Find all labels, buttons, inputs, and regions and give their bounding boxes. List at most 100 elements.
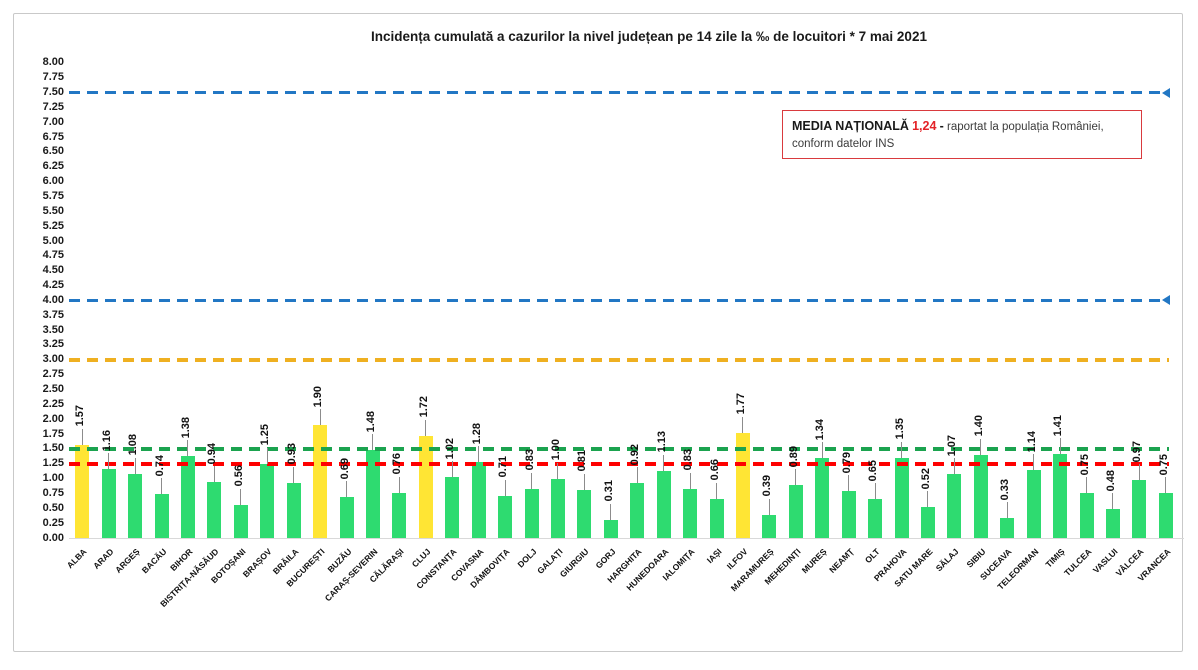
bar-dolj xyxy=(524,488,539,538)
bar-label-leader-line xyxy=(240,488,242,505)
bar-value-label: 0.75 xyxy=(1157,454,1170,476)
bar-value-label: 0.76 xyxy=(391,453,404,475)
y-tick-label: 5.00 xyxy=(42,234,64,247)
bar-label-leader-line xyxy=(1138,464,1140,481)
y-tick-label: 6.50 xyxy=(42,145,64,158)
bar-sălaj xyxy=(947,474,962,538)
bar-value-label: 1.90 xyxy=(312,385,325,408)
y-tick-label: 5.50 xyxy=(42,204,64,217)
bar-bistrița-năsăud xyxy=(207,482,222,538)
bar-sibiu xyxy=(973,454,988,538)
y-tick-label: 1.25 xyxy=(42,457,64,470)
bar-value-label: 0.39 xyxy=(761,475,774,497)
bar-bucurești xyxy=(313,425,328,538)
bar-label-leader-line xyxy=(927,491,929,508)
national-average-label: MEDIA NAȚIONALĂ xyxy=(792,119,909,133)
plot-area: 8.00 7.75 7.50 7.25 7.00 6.75 6.50 6.25 6.00 5.75… xyxy=(14,14,1184,651)
bar-label-leader-line xyxy=(980,438,982,455)
bar-label-leader-line xyxy=(557,462,559,479)
bar-value-label: 1.57 xyxy=(74,405,87,427)
bar-label-leader-line xyxy=(1112,493,1114,510)
bar-label-leader-line xyxy=(398,476,400,493)
bar-value-label: 1.35 xyxy=(893,418,906,440)
bar-alba xyxy=(75,444,90,538)
y-tick-label: 5.75 xyxy=(42,189,64,202)
bar-label-leader-line xyxy=(848,475,850,492)
bar-label-leader-line xyxy=(583,473,585,490)
bar-olt xyxy=(868,499,883,538)
bar-value-label: 0.83 xyxy=(523,449,536,471)
bar-mehedinți xyxy=(788,485,803,538)
y-tick-label: 0.25 xyxy=(42,516,64,529)
national-average-value: 1,24 xyxy=(912,119,937,133)
y-tick-label: 0.50 xyxy=(42,501,64,514)
y-tick-label: 6.00 xyxy=(42,175,64,188)
bar-value-label: 1.00 xyxy=(549,439,562,461)
bar-ilfov xyxy=(735,432,750,538)
bar-value-label: 0.31 xyxy=(602,480,615,502)
bar-label-leader-line xyxy=(1006,502,1008,519)
y-tick-label: 2.25 xyxy=(42,397,64,410)
bar-gorj xyxy=(603,519,618,538)
bar-value-label: 0.81 xyxy=(576,450,589,472)
bar-label-leader-line xyxy=(531,472,532,489)
bar-value-label: 1.14 xyxy=(1025,430,1038,453)
bar-arad xyxy=(101,469,116,538)
bar-constanța xyxy=(445,477,460,538)
bar-label-leader-line xyxy=(1033,454,1035,471)
bar-label-leader-line xyxy=(504,479,506,496)
y-tick-label: 2.00 xyxy=(42,412,64,425)
national-average-description: raportat la populația României, conform … xyxy=(792,121,1104,150)
y-tick-label: 6.75 xyxy=(42,130,64,143)
y-tick-label: 3.25 xyxy=(42,338,64,351)
bar-neamț xyxy=(841,491,856,538)
bar-ialomița xyxy=(683,488,698,538)
bar-value-label: 1.38 xyxy=(179,416,192,439)
bar-value-label: 1.25 xyxy=(259,424,272,446)
bar-label-leader-line xyxy=(161,478,162,495)
bar-label-leader-line xyxy=(636,467,638,484)
bar-label-leader-line xyxy=(1059,438,1061,455)
bar-bihor xyxy=(180,456,195,538)
bar-value-label: 1.08 xyxy=(127,434,140,456)
reference-line-4.00 xyxy=(69,295,1170,306)
bar-argeș xyxy=(128,473,143,538)
bar-tulcea xyxy=(1079,493,1094,538)
bar-giurgiu xyxy=(577,489,592,538)
y-tick-label: 7.25 xyxy=(42,100,64,113)
y-tick-label: 5.25 xyxy=(42,219,64,232)
bar-value-label: 0.69 xyxy=(338,457,351,480)
bar-brașov xyxy=(260,463,275,538)
bar-value-label: 1.77 xyxy=(734,393,747,415)
y-tick-label: 4.00 xyxy=(42,293,64,306)
bar-covasna xyxy=(471,461,486,538)
bar-timiș xyxy=(1053,454,1068,538)
bar-label-leader-line xyxy=(901,441,902,458)
bar-label-leader-line xyxy=(372,434,374,451)
y-tick-label: 1.75 xyxy=(42,427,64,440)
bar-label-leader-line xyxy=(187,440,189,457)
bar-label-leader-line xyxy=(81,428,83,445)
bar-value-label: 0.89 xyxy=(787,445,800,468)
bar-value-label: 0.71 xyxy=(497,456,510,478)
bar-label-leader-line xyxy=(478,445,480,462)
bar-label-leader-line xyxy=(610,503,612,520)
y-tick-label: 7.75 xyxy=(42,71,64,84)
bar-hunedoara xyxy=(656,470,671,538)
bar-label-leader-line xyxy=(716,482,717,499)
bar-value-label: 1.41 xyxy=(1052,414,1065,437)
bar-value-label: 1.07 xyxy=(946,435,959,457)
bar-vrancea xyxy=(1158,493,1173,538)
y-tick-label: 1.50 xyxy=(42,442,64,455)
bar-value-label: 1.28 xyxy=(470,422,483,444)
bar-value-label: 1.48 xyxy=(364,410,377,433)
bar-bacău xyxy=(154,494,169,538)
bar-label-leader-line xyxy=(768,498,770,515)
bar-value-label: 0.94 xyxy=(206,442,219,465)
bar-value-label: 0.75 xyxy=(1078,454,1091,476)
x-axis-line xyxy=(69,538,1184,539)
bar-label-leader-line xyxy=(663,454,665,471)
bar-value-label: 0.74 xyxy=(153,454,166,477)
bar-label-leader-line xyxy=(1086,477,1087,494)
bar-iași xyxy=(709,498,724,538)
